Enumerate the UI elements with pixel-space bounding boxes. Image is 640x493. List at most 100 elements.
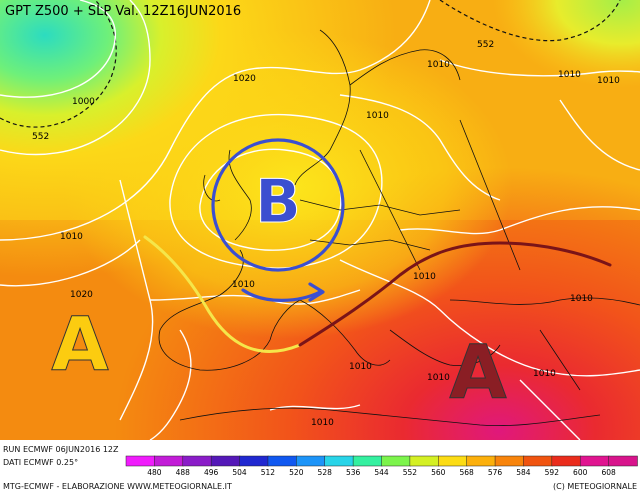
data-info: DATI ECMWF 0.25° bbox=[3, 458, 78, 467]
coast-finland bbox=[349, 49, 461, 86]
coast-iberia-france bbox=[158, 249, 301, 371]
border-russia bbox=[459, 119, 521, 271]
isobar-nw-1 bbox=[0, 0, 116, 98]
colorbar-tick-label: 584 bbox=[516, 468, 531, 477]
map-title: GPT Z500 + SLP Val. 12Z16JUN2016 bbox=[5, 4, 241, 19]
footer-credit: MTG-ECMWF - ELABORAZIONE WWW.METEOGIORNA… bbox=[3, 482, 232, 491]
isobar-mideast bbox=[519, 379, 581, 441]
colorbar-swatch bbox=[551, 455, 581, 467]
colorbar-tick-label: 576 bbox=[488, 468, 503, 477]
isobar-1020-west bbox=[0, 239, 141, 287]
isobar-low-center-1 bbox=[169, 113, 383, 269]
border-mideast bbox=[539, 329, 581, 391]
label-1000: 1000 bbox=[72, 97, 95, 107]
colorbar-tick-label: 568 bbox=[460, 468, 475, 477]
coast-italy bbox=[299, 299, 391, 366]
isobar-atlantic bbox=[119, 179, 154, 421]
label-1010-africa: 1010 bbox=[311, 418, 334, 428]
label-1010-ne-1: 1010 bbox=[558, 70, 581, 80]
label-552-ne: 552 bbox=[477, 40, 494, 50]
label-1010-atlantic: 1010 bbox=[60, 232, 83, 242]
low-label-B: B bbox=[255, 167, 301, 237]
low-circle bbox=[211, 138, 345, 272]
label-1010-balkans: 1010 bbox=[413, 272, 436, 282]
low-flow-arrow bbox=[241, 288, 322, 302]
colorbar-tick-label: 592 bbox=[545, 468, 560, 477]
isobar-west-med bbox=[149, 329, 192, 441]
colorbar-tick-label: 560 bbox=[431, 468, 446, 477]
colorbar-swatch bbox=[352, 455, 383, 467]
coast-scandinavia bbox=[294, 29, 351, 186]
label-552-nw: 552 bbox=[32, 132, 49, 142]
colorbar-swatch bbox=[324, 455, 354, 467]
colorbar-swatch bbox=[409, 455, 440, 467]
colorbar-tick-label: 528 bbox=[318, 468, 333, 477]
ridge-axis-red bbox=[298, 241, 612, 347]
colorbar-tick-label: 608 bbox=[601, 468, 616, 477]
border-central-1 bbox=[299, 199, 461, 216]
colorbar-swatch bbox=[154, 455, 184, 467]
label-1010-france: 1010 bbox=[232, 280, 255, 290]
colorbar-tick-label: 552 bbox=[403, 468, 418, 477]
colorbar-swatch bbox=[579, 455, 610, 467]
colorbar-tick-label: 488 bbox=[176, 468, 191, 477]
colorbar-swatch bbox=[381, 455, 411, 467]
colorbar-tick-label: 536 bbox=[346, 468, 361, 477]
contour-552-ne bbox=[439, 0, 621, 42]
coast-ireland bbox=[203, 174, 221, 202]
coastlines bbox=[158, 29, 640, 427]
colorbar-swatch bbox=[523, 455, 553, 467]
coast-north-africa bbox=[179, 407, 601, 427]
isobar-russia bbox=[559, 99, 640, 171]
high-label-west: A bbox=[51, 302, 108, 388]
colorbar-swatch bbox=[182, 455, 212, 467]
colorbar-swatch bbox=[466, 455, 496, 467]
footer-copyright: (C) METEOGIORNALE bbox=[553, 482, 637, 491]
isobar-nw-2 bbox=[0, 0, 151, 156]
label-1010-scand: 1010 bbox=[366, 111, 389, 121]
coast-britain bbox=[228, 149, 252, 241]
high-label-east: A bbox=[449, 330, 506, 416]
contour-552-nw bbox=[0, 0, 117, 128]
label-1010-ne-2: 1010 bbox=[597, 76, 620, 86]
arrowhead-icon bbox=[308, 282, 325, 302]
colorbar-swatch bbox=[608, 455, 638, 467]
colorbar-tick-label: 600 bbox=[573, 468, 588, 477]
isobar-1010-central bbox=[399, 206, 640, 235]
colorbar-swatch bbox=[210, 455, 241, 467]
trough-axis-yellow bbox=[143, 235, 302, 353]
colorbar-swatch bbox=[125, 455, 156, 467]
label-1010-greece: 1010 bbox=[427, 373, 450, 383]
colorbar: 480 488 496 504 512 520 528 536 544 552 560 568 576 5… bbox=[125, 455, 638, 477]
isobar-1010-balkans bbox=[339, 259, 640, 377]
run-info: RUN ECMWF 06JUN2016 12Z bbox=[3, 445, 119, 454]
label-1010-turkey: 1010 bbox=[533, 369, 556, 379]
isobar-1010-africa bbox=[269, 404, 361, 411]
footer-area bbox=[0, 440, 640, 493]
colorbar-swatch bbox=[296, 455, 326, 467]
colorbar-tick-label: 520 bbox=[289, 468, 304, 477]
isobar-1020-north bbox=[0, 0, 431, 241]
label-1020-west: 1020 bbox=[70, 290, 93, 300]
colorbar-tick-label: 504 bbox=[232, 468, 247, 477]
border-east bbox=[359, 149, 421, 271]
colorbar-tick-label: 512 bbox=[261, 468, 276, 477]
colorbar-tick-label: 480 bbox=[147, 468, 162, 477]
coast-greece bbox=[389, 329, 501, 367]
colorbar-swatch bbox=[267, 455, 298, 467]
colorbar-tick-label: 544 bbox=[374, 468, 389, 477]
isobar-1010-ne bbox=[439, 59, 640, 77]
slp-isobars bbox=[0, 0, 640, 441]
colorbar-swatch bbox=[494, 455, 525, 467]
z500-low-northeast bbox=[0, 0, 640, 440]
isobar-label-group: 552 1000 552 1020 1020 1010 1010 1010 10… bbox=[32, 40, 620, 428]
isobar-1010-east bbox=[339, 94, 501, 201]
label-1010-east: 1010 bbox=[570, 294, 593, 304]
colorbar-tick-label: 496 bbox=[204, 468, 219, 477]
colorbar-swatch bbox=[438, 455, 468, 467]
coast-black-sea bbox=[449, 297, 640, 306]
label-1020-north: 1020 bbox=[233, 74, 256, 84]
label-1020-ne: 1010 bbox=[427, 60, 450, 70]
